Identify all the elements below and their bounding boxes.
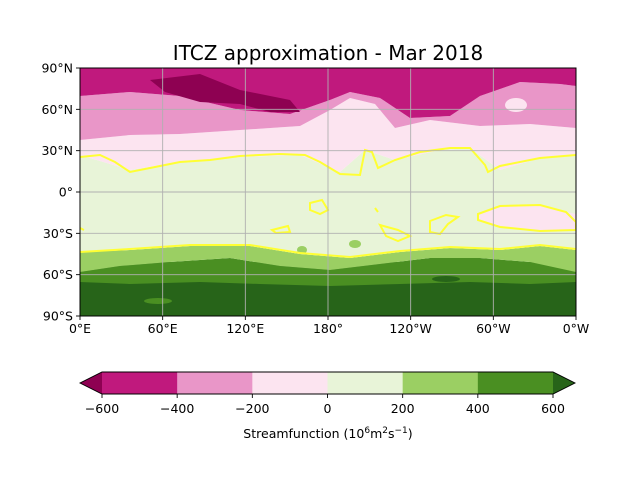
y-tick-label: 90°S bbox=[43, 309, 73, 324]
region-pink-extreme bbox=[150, 74, 300, 112]
colorbar-segment bbox=[402, 372, 479, 394]
y-tick-label: 60°S bbox=[43, 267, 73, 282]
x-tick-label: 120°W bbox=[389, 321, 431, 336]
colorbar-segment bbox=[177, 372, 253, 394]
zero-contour-loop-5 bbox=[477, 203, 576, 233]
colorbar-tick-label: −400 bbox=[160, 401, 194, 416]
zero-contour-edge bbox=[80, 227, 85, 231]
colorbar-tick-label: −200 bbox=[235, 401, 269, 416]
colorbar-extend-low bbox=[80, 372, 102, 394]
patch-pink-south-pacific bbox=[478, 205, 576, 230]
y-tick-label: 60°N bbox=[41, 102, 73, 117]
patch-green-small-3 bbox=[144, 298, 172, 304]
colorbar-segment bbox=[252, 372, 328, 394]
patch-green-small-1 bbox=[349, 240, 361, 248]
zero-contour-dot bbox=[374, 207, 379, 213]
zero-contour bbox=[80, 147, 576, 259]
y-tick-label: 30°S bbox=[43, 226, 73, 241]
colorbar-label: Streamfunction (106m2s−1) bbox=[243, 426, 412, 441]
zero-contour-loop-4 bbox=[429, 213, 461, 236]
y-tick-label: 90°N bbox=[41, 61, 73, 76]
zero-contour-loop-1 bbox=[309, 198, 330, 216]
colorbar-segment bbox=[102, 372, 178, 394]
chart-title: ITCZ approximation - Mar 2018 bbox=[173, 41, 483, 65]
grid bbox=[80, 68, 576, 316]
patch-green-small-4 bbox=[432, 276, 460, 282]
zero-contour-north bbox=[80, 147, 576, 177]
colorbar-tick-label: 600 bbox=[541, 401, 565, 416]
colorbar: −600 −400 −200 0 200 400 600 bbox=[78, 371, 577, 416]
zero-contour-loop-3 bbox=[377, 223, 413, 243]
colorbar-segment bbox=[327, 372, 404, 394]
x-tick-label: 60°W bbox=[476, 321, 511, 336]
y-tick-label: 30°N bbox=[41, 143, 73, 158]
colorbar-tick-label: 0 bbox=[324, 401, 332, 416]
x-tick-label: 180° bbox=[313, 321, 343, 336]
x-tick-label: 0°E bbox=[69, 321, 91, 336]
colorbar-tick-label: −600 bbox=[85, 401, 119, 416]
x-tick-label: 120°E bbox=[226, 321, 264, 336]
y-axis: 90°N 60°N 30°N 0° 30°S 60°S 90°S bbox=[41, 61, 80, 324]
zero-contour-loop-2 bbox=[269, 224, 292, 235]
colorbar-extend-high bbox=[553, 372, 575, 394]
y-tick-label: 0° bbox=[59, 185, 73, 200]
colorbar-segment bbox=[477, 372, 554, 394]
x-tick-label: 60°E bbox=[148, 321, 178, 336]
colorbar-tick-label: 400 bbox=[466, 401, 490, 416]
x-axis: 0°E 60°E 120°E 180° 120°W 60°W 0°W bbox=[69, 316, 589, 336]
patch-pink-north-atlantic bbox=[505, 98, 527, 112]
colorbar-tick-label: 200 bbox=[391, 401, 415, 416]
x-tick-label: 0°W bbox=[563, 321, 590, 336]
zero-contour-south bbox=[80, 243, 576, 259]
